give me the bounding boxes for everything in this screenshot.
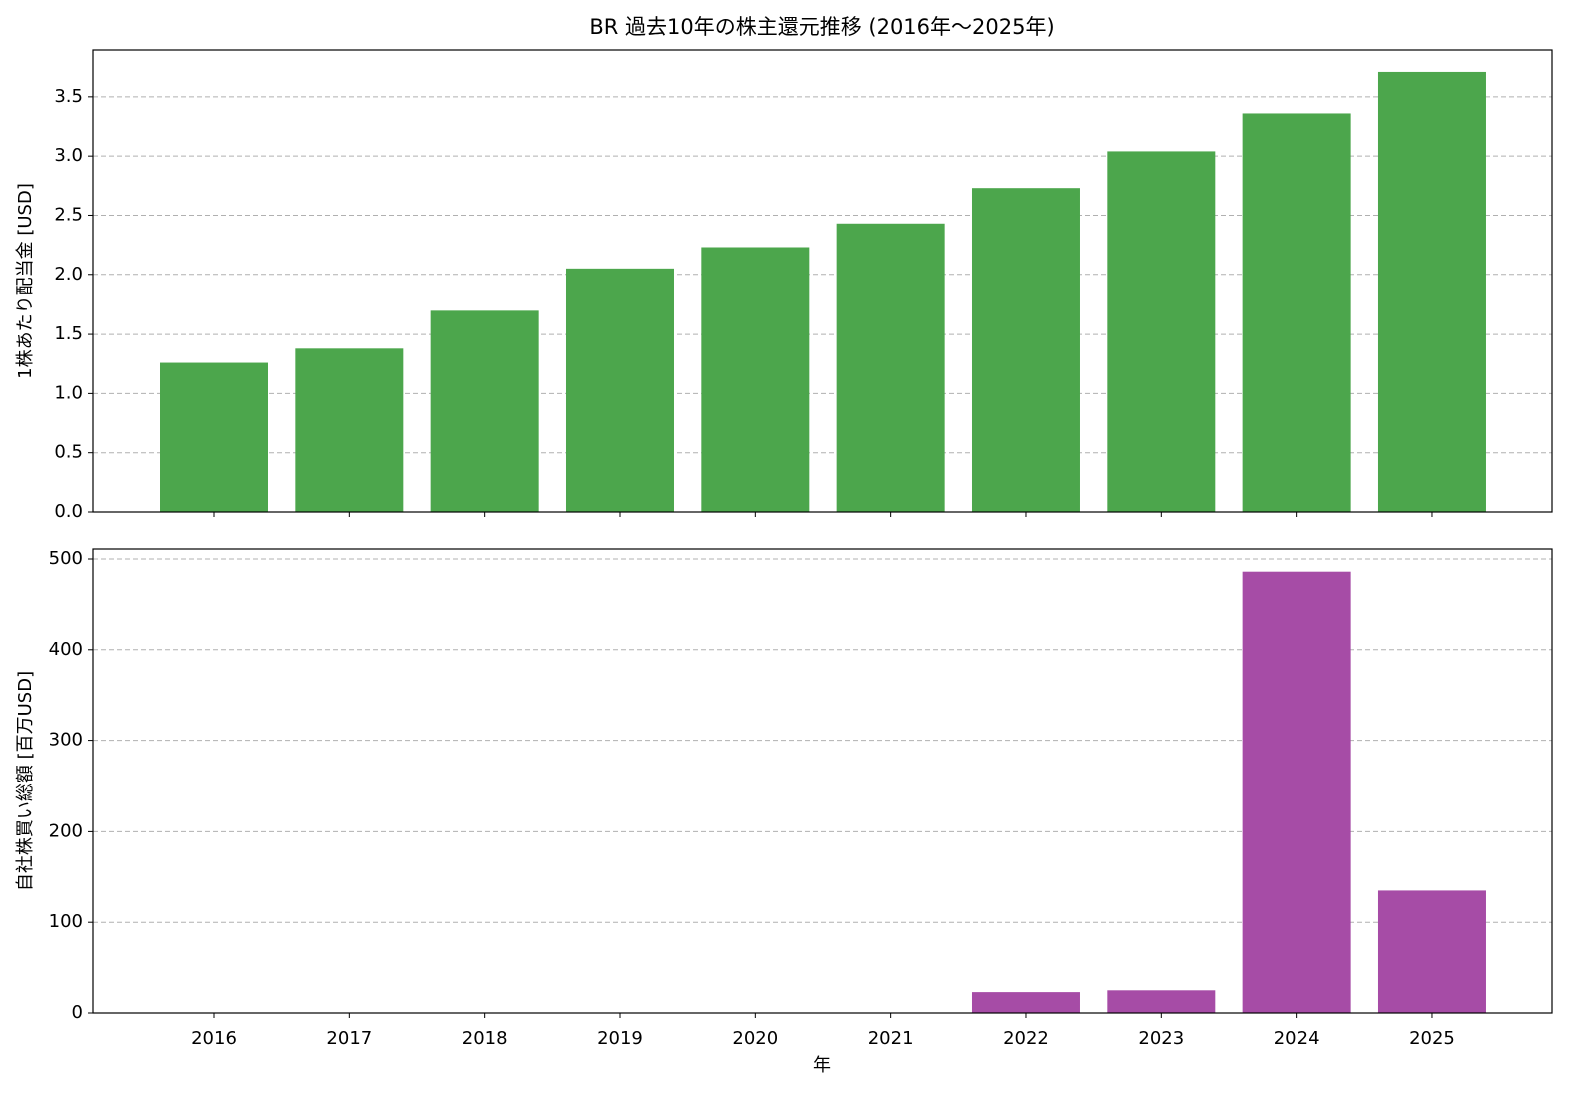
y-tick-label: 0.0 xyxy=(54,501,83,522)
y-tick-label: 2.5 xyxy=(54,204,83,225)
y-tick-label: 0.5 xyxy=(54,442,83,463)
y-tick-label: 500 xyxy=(49,548,83,569)
y-axis-label: 1株あたり配当金 [USD] xyxy=(15,183,36,379)
y-tick-label: 300 xyxy=(49,730,83,751)
x-tick-label: 2021 xyxy=(868,1028,914,1049)
x-axis-label: 年 xyxy=(813,1055,831,1076)
y-tick-label: 100 xyxy=(49,911,83,932)
bar xyxy=(1377,71,1486,513)
y-tick-label: 3.5 xyxy=(54,86,83,107)
plot-frame xyxy=(92,49,1553,513)
plot-frame xyxy=(92,548,1553,1014)
bar xyxy=(701,247,810,513)
x-tick-label: 2024 xyxy=(1274,1028,1320,1049)
bar xyxy=(971,188,1080,512)
y-tick-label: 400 xyxy=(49,639,83,660)
bar xyxy=(1242,571,1351,1013)
y-tick-label: 1.5 xyxy=(54,323,83,344)
x-tick-label: 2017 xyxy=(326,1028,372,1049)
bar xyxy=(430,310,539,512)
bar xyxy=(565,268,674,512)
x-tick-label: 2025 xyxy=(1409,1028,1455,1049)
chart-title: BR 過去10年の株主還元推移 (2016年～2025年) xyxy=(589,15,1054,39)
bar xyxy=(971,992,1080,1013)
bar xyxy=(836,223,945,513)
bar xyxy=(295,348,404,512)
x-tick-label: 2023 xyxy=(1138,1028,1184,1049)
x-tick-label: 2016 xyxy=(191,1028,237,1049)
y-axis-label: 自社株買い総額 [百万USD] xyxy=(15,671,36,891)
x-tick-label: 2022 xyxy=(1003,1028,1049,1049)
y-tick-label: 200 xyxy=(49,820,83,841)
bar xyxy=(1107,151,1216,513)
bar xyxy=(1242,113,1351,512)
x-tick-label: 2020 xyxy=(732,1028,778,1049)
bar xyxy=(1107,990,1216,1013)
y-tick-label: 2.0 xyxy=(54,264,83,285)
bar xyxy=(160,362,268,512)
bar xyxy=(1377,890,1486,1013)
y-tick-label: 0 xyxy=(72,1002,83,1023)
y-tick-label: 1.0 xyxy=(54,382,83,403)
y-tick-label: 3.0 xyxy=(54,145,83,166)
x-tick-label: 2019 xyxy=(597,1028,643,1049)
x-tick-label: 2018 xyxy=(462,1028,508,1049)
